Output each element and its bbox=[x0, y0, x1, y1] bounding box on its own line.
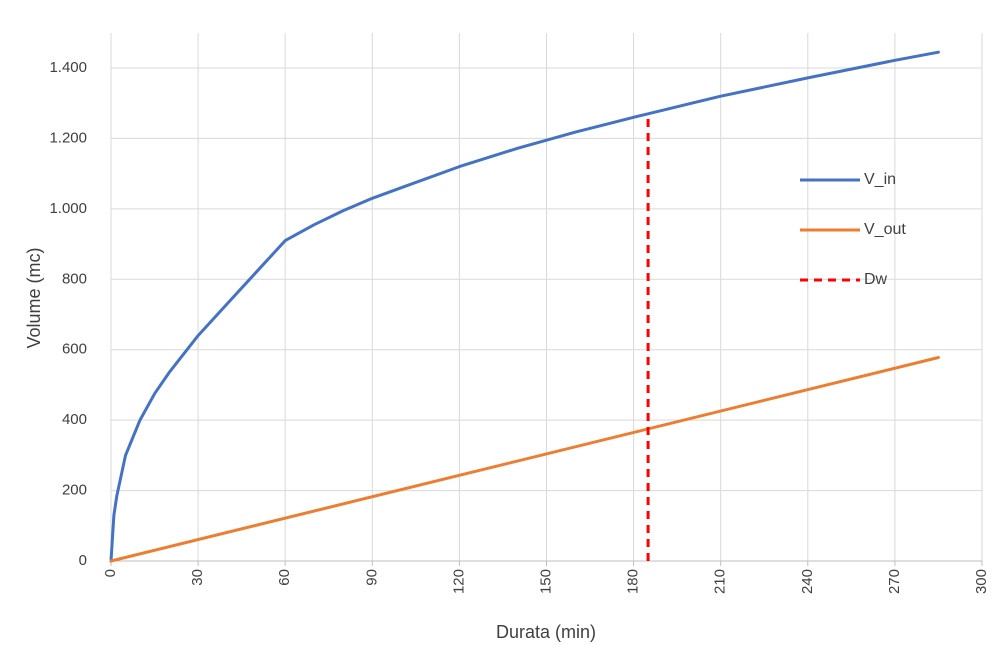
x-tick-label: 240 bbox=[799, 569, 816, 594]
x-tick-label: 210 bbox=[712, 569, 729, 594]
y-tick-label: 0 bbox=[79, 552, 87, 569]
x-tick-label: 270 bbox=[886, 569, 903, 594]
y-tick-label: 1.000 bbox=[49, 200, 87, 217]
y-tick-label: 1.400 bbox=[49, 59, 87, 76]
legend-item: Dw bbox=[800, 271, 888, 288]
x-axis-title: Durata (min) bbox=[496, 622, 596, 642]
x-tick-label: 150 bbox=[537, 569, 554, 594]
x-tick-label: 300 bbox=[973, 569, 990, 594]
y-tick-label: 1.200 bbox=[49, 129, 87, 146]
legend-item: V_out bbox=[800, 221, 906, 238]
y-tick-label: 600 bbox=[62, 341, 87, 358]
y-tick-label: 800 bbox=[62, 270, 87, 287]
legend-label: Dw bbox=[864, 271, 888, 288]
x-tick-label: 90 bbox=[363, 569, 380, 586]
y-tick-label: 400 bbox=[62, 411, 87, 428]
x-tick-label: 120 bbox=[450, 569, 467, 594]
legend-label: V_out bbox=[864, 221, 906, 238]
x-tick-label: 30 bbox=[189, 569, 206, 586]
y-tick-label: 200 bbox=[62, 482, 87, 499]
series bbox=[109, 50, 940, 563]
legend-item: V_in bbox=[800, 171, 896, 188]
x-tick-label: 0 bbox=[102, 569, 119, 577]
series-v-out-line bbox=[109, 356, 940, 563]
axes bbox=[110, 560, 983, 566]
legend: V_in V_out Dw bbox=[800, 171, 906, 288]
y-axis-title: Volume (mc) bbox=[24, 247, 44, 348]
legend-label: V_in bbox=[864, 171, 896, 188]
x-tick-label: 60 bbox=[276, 569, 293, 586]
gridlines bbox=[110, 33, 983, 561]
series-v-in-line bbox=[109, 50, 940, 563]
x-tick-label: 180 bbox=[625, 569, 642, 594]
tick-labels: 0 30 60 90 120 150 180 210 240 270 300 0 200 400 600 80… bbox=[49, 59, 990, 594]
